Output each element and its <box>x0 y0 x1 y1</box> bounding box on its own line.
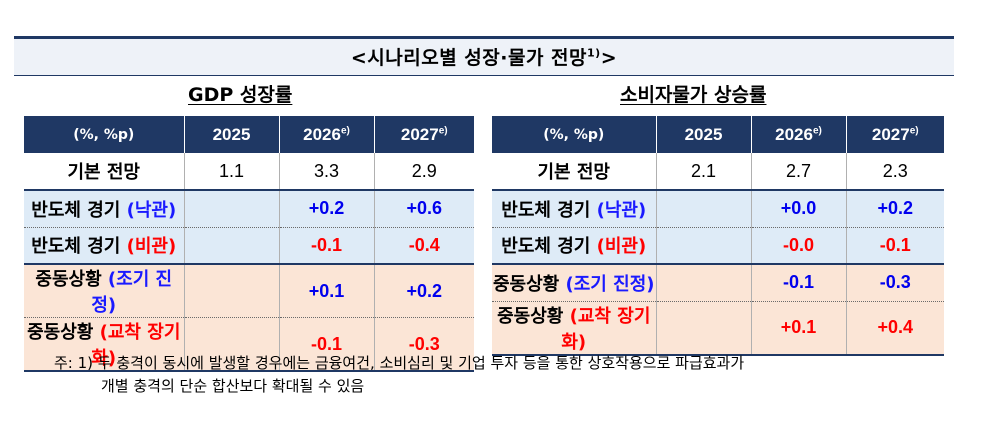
footnote-line-1: 주: 1) 두 충격이 동시에 발생할 경우에는 금융여건, 소비심리 및 기업… <box>54 354 745 372</box>
unit-header: (%, %p) <box>492 116 656 153</box>
table-row: 중동상황 (교착 장기화) +0.1 +0.4 <box>492 301 944 356</box>
table-cell <box>183 317 279 372</box>
row-label: 반도체 경기 (낙관) <box>24 190 184 228</box>
table-cell: -0.4 <box>373 227 474 265</box>
table-cell: -0.1 <box>278 227 374 265</box>
table-cell: 2.1 <box>655 153 751 191</box>
table-cell: +0.2 <box>373 264 474 318</box>
row-label: 중동상황 (조기 진정) <box>24 264 184 318</box>
table-cell: -0.1 <box>750 264 846 302</box>
row-label: 기본 전망 <box>492 153 656 191</box>
title-band <box>14 39 954 75</box>
table-cell: +0.0 <box>750 190 846 228</box>
year-header: 2025 <box>655 116 751 153</box>
table-cell <box>655 264 751 302</box>
table-row: 기본 전망 2.1 2.7 2.3 <box>492 153 944 191</box>
table-row: 중동상황 (조기 진정) -0.1 -0.3 <box>492 264 944 302</box>
table-cell <box>183 190 279 228</box>
row-label: 중동상황 (교착 장기화) <box>24 317 184 372</box>
unit-header: (%, %p) <box>24 116 184 153</box>
table-cell: -0.1 <box>278 317 374 372</box>
table-cell <box>183 227 279 265</box>
cpi-section-title: 소비자물가 상승률 <box>620 84 767 106</box>
table-cell <box>655 190 751 228</box>
table-row: 중동상황 (교착 장기화) -0.1 -0.3 <box>24 317 474 372</box>
table-cell: +0.1 <box>750 301 846 356</box>
table-cell: +0.2 <box>845 190 944 228</box>
cpi-table: (%, %p) 2025 2026e) 2027e) 기본 전망 2.1 2.7… <box>492 116 944 356</box>
table-cell: 2.7 <box>750 153 846 191</box>
row-label: 반도체 경기 (낙관) <box>492 190 656 228</box>
gdp-section-title: GDP 성장률 <box>188 84 293 106</box>
table-cell: +0.4 <box>845 301 944 356</box>
table-cell: +0.2 <box>278 190 374 228</box>
year-header: 2027e) <box>845 116 944 153</box>
table-row: 반도체 경기 (비관) -0.0 -0.1 <box>492 227 944 265</box>
table-cell: -0.3 <box>373 317 474 372</box>
page-title: <시나리오별 성장·물가 전망1)> <box>350 46 618 69</box>
table-cell: -0.3 <box>845 264 944 302</box>
table-row: 중동상황 (조기 진정) +0.1 +0.2 <box>24 264 474 318</box>
table-row: 반도체 경기 (낙관) +0.0 +0.2 <box>492 190 944 228</box>
table-cell: 2.3 <box>845 153 944 191</box>
title-top-rule <box>14 36 954 39</box>
table-cell <box>183 264 279 318</box>
title-bottom-rule <box>14 75 954 76</box>
table-header-row: (%, %p) 2025 2026e) 2027e) <box>492 116 944 153</box>
table-cell: +0.6 <box>373 190 474 228</box>
row-label: 기본 전망 <box>24 153 184 191</box>
table-cell: -0.0 <box>750 227 846 265</box>
year-header: 2025 <box>183 116 279 153</box>
gdp-table: (%, %p) 2025 2026e) 2027e) 기본 전망 1.1 3.3… <box>24 116 474 372</box>
footnote-line-2: 개별 충격의 단순 합산보다 확대될 수 있음 <box>101 377 365 395</box>
row-label: 반도체 경기 (비관) <box>492 227 656 265</box>
table-cell: -0.1 <box>845 227 944 265</box>
table-cell <box>655 227 751 265</box>
year-header: 2027e) <box>373 116 474 153</box>
row-label: 중동상황 (조기 진정) <box>492 264 656 302</box>
row-label: 반도체 경기 (비관) <box>24 227 184 265</box>
table-cell: +0.1 <box>278 264 374 318</box>
table-cell: 1.1 <box>183 153 279 191</box>
table-cell <box>655 301 751 356</box>
table-row: 기본 전망 1.1 3.3 2.9 <box>24 153 474 191</box>
table-row: 반도체 경기 (낙관) +0.2 +0.6 <box>24 190 474 228</box>
table-row: 반도체 경기 (비관) -0.1 -0.4 <box>24 227 474 265</box>
table-header-row: (%, %p) 2025 2026e) 2027e) <box>24 116 474 153</box>
year-header: 2026e) <box>750 116 846 153</box>
table-cell: 2.9 <box>373 153 474 191</box>
year-header: 2026e) <box>278 116 374 153</box>
row-label: 중동상황 (교착 장기화) <box>492 301 656 356</box>
table-cell: 3.3 <box>278 153 374 191</box>
